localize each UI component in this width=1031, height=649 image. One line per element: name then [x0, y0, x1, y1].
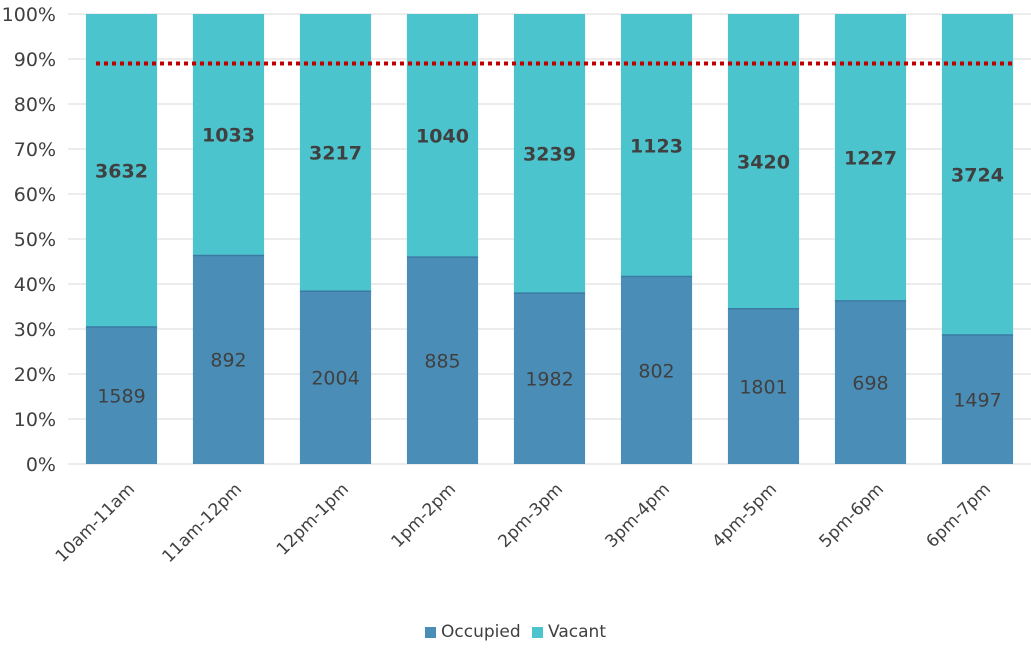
y-tick-label: 50%: [14, 229, 56, 251]
data-label-vacant: 1123: [630, 135, 683, 157]
y-tick-label: 100%: [2, 4, 56, 26]
bar-occupied: [834, 300, 907, 464]
bar-vacant: [941, 14, 1014, 335]
y-axis-ticks: 0% 10% 20% 30% 40% 50% 60% 70% 80% 90% 100%: [2, 4, 56, 476]
x-tick-label: 2pm-3pm: [495, 479, 567, 551]
data-label-occupied: 698: [852, 372, 888, 394]
x-tick-label: 12pm-1pm: [273, 479, 353, 559]
bar-vacant: [620, 14, 693, 277]
data-label-occupied: 1801: [739, 376, 787, 398]
data-label-occupied: 2004: [311, 368, 359, 390]
legend: Occupied Vacant: [0, 622, 1031, 643]
y-tick-label: 10%: [14, 409, 56, 431]
x-tick-label: 10am-11am: [52, 479, 139, 566]
legend-item-vacant: Vacant: [532, 622, 606, 642]
legend-swatch-vacant: [532, 626, 544, 638]
x-tick-label: 6pm-7pm: [923, 479, 995, 551]
bar-occupied: [406, 257, 479, 464]
data-label-occupied: 892: [210, 350, 246, 372]
y-tick-label: 70%: [14, 139, 56, 161]
y-tick-label: 90%: [14, 49, 56, 71]
x-tick-label: 3pm-4pm: [602, 479, 674, 551]
y-tick-label: 40%: [14, 274, 56, 296]
bar-vacant: [85, 14, 158, 328]
y-tick-label: 30%: [14, 319, 56, 341]
bar-vacant: [406, 14, 479, 258]
y-tick-label: 80%: [14, 94, 56, 116]
data-label-occupied: 885: [424, 351, 460, 373]
data-label-occupied: 802: [638, 360, 674, 382]
data-label-vacant: 3632: [95, 161, 148, 183]
chart: 0% 10% 20% 30% 40% 50% 60% 70% 80% 90% 100% 1589 36…: [2, 4, 1031, 567]
data-label-vacant: 3239: [523, 144, 576, 166]
legend-label-occupied: Occupied: [441, 622, 521, 642]
legend-label-vacant: Vacant: [548, 622, 606, 642]
x-tick-label: 11am-12pm: [159, 479, 246, 566]
bar-occupied: [620, 276, 693, 464]
data-label-occupied: 1589: [97, 386, 145, 408]
bar-vacant: [299, 14, 372, 292]
legend-swatch-occupied: [425, 626, 437, 638]
x-tick-label: 1pm-2pm: [388, 479, 460, 551]
data-label-vacant: 3217: [309, 143, 362, 165]
bar-vacant: [192, 14, 265, 256]
data-label-occupied: 1982: [525, 369, 573, 391]
data-label-vacant: 1033: [202, 125, 255, 147]
bar-occupied: [727, 308, 800, 464]
bars: 1589 3632 892 1033 2004 3217 885 1040 1982 3239 80…: [85, 14, 1014, 464]
y-tick-label: 20%: [14, 364, 56, 386]
bar-occupied: [299, 291, 372, 464]
bar-occupied: [513, 293, 586, 464]
x-tick-label: 4pm-5pm: [709, 479, 781, 551]
bar-vacant: [834, 14, 907, 301]
y-tick-label: 60%: [14, 184, 56, 206]
bar-vacant: [513, 14, 586, 294]
legend-item-occupied: Occupied: [425, 622, 521, 642]
data-label-vacant: 3724: [951, 164, 1004, 186]
bar-occupied: [192, 255, 265, 464]
bar-occupied: [85, 327, 158, 464]
x-tick-label: 5pm-6pm: [816, 479, 888, 551]
x-axis-ticks: 10am-11am 11am-12pm 12pm-1pm 1pm-2pm 2pm-3pm…: [52, 479, 995, 566]
y-tick-label: 0%: [26, 454, 56, 476]
data-label-occupied: 1497: [953, 389, 1001, 411]
data-label-vacant: 1227: [844, 147, 897, 169]
bar-occupied: [941, 334, 1014, 464]
data-label-vacant: 3420: [737, 151, 790, 173]
data-label-vacant: 1040: [416, 126, 469, 148]
